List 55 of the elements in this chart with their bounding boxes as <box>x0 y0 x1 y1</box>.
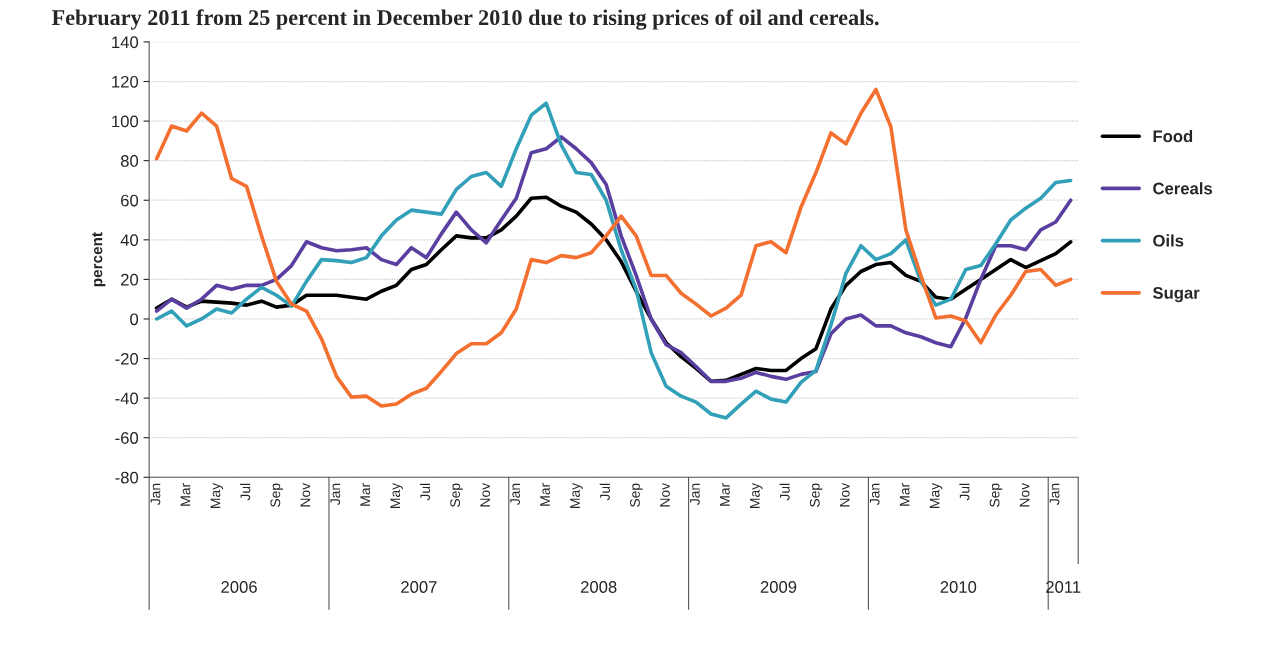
x-tick-label: May <box>210 482 224 508</box>
x-tick-label: Sep <box>270 483 283 507</box>
x-tick-label: Jan <box>869 483 880 506</box>
x-tick-label: Nov <box>660 482 670 507</box>
legend-label: Cereals <box>1153 182 1213 195</box>
x-tick-label: Jan <box>690 483 700 506</box>
text: 2008 <box>580 581 617 593</box>
legend-label: Oils <box>1153 234 1184 247</box>
x-tick-label: Jan <box>150 483 161 506</box>
legend-label: Sugar <box>1152 287 1200 303</box>
x-tick-label: Jan <box>510 483 520 506</box>
x-tick-label: May <box>750 482 763 508</box>
y-tick-label: -60 <box>115 432 139 444</box>
y-tick-label: 60 <box>121 194 139 207</box>
x-tick-label: Jul <box>419 483 431 501</box>
x-tick-label: Sep <box>809 483 823 507</box>
x-tick-label: Sep <box>450 483 463 507</box>
text: 2009 <box>760 581 797 593</box>
y-tick-label: 40 <box>120 234 139 247</box>
text: 2007 <box>401 581 437 593</box>
x-tick-label: May <box>570 482 583 508</box>
y-tick-label: -20 <box>115 352 139 365</box>
x-tick-label: May <box>929 482 943 508</box>
x-tick-label: Jul <box>959 483 970 501</box>
x-tick-label: Jul <box>599 483 610 501</box>
x-tick-label: Jul <box>240 483 251 501</box>
x-tick-label: Mar <box>540 483 550 506</box>
y-axis-title: percent <box>92 232 106 287</box>
x-tick-label: Nov <box>480 482 491 507</box>
x-tick-label: Mar <box>360 483 371 506</box>
x-tick-label: Mar <box>180 483 191 506</box>
y-tick-label: -40 <box>115 392 139 405</box>
line-series <box>154 135 1073 384</box>
x-tick-label: Nov <box>300 482 311 507</box>
x-tick-label: Mar <box>720 483 730 506</box>
legend-label: Food <box>1153 129 1193 143</box>
x-tick-label: May <box>390 482 403 508</box>
chart-title: February 2011 from 25 percent in December 2010 due to rising prices of oil and cereals. <box>51 9 879 30</box>
y-tick-label: 140 <box>112 36 139 49</box>
x-tick-label: Nov <box>839 482 850 507</box>
y-tick-label: 100 <box>112 115 139 128</box>
text: 2006 <box>221 581 257 593</box>
x-tick-label: Sep <box>989 483 1003 507</box>
y-tick-label: 20 <box>121 273 139 286</box>
x-tick-label: Jan <box>1049 483 1060 506</box>
x-tick-label: Jul <box>779 483 790 501</box>
y-tick-label: -80 <box>115 471 139 484</box>
x-tick-label: Sep <box>630 483 643 507</box>
x-tick-label: Jan <box>330 483 341 506</box>
y-tick-label: 0 <box>130 313 139 326</box>
x-tick-label: Mar <box>899 483 910 506</box>
y-tick-label: 120 <box>112 75 139 88</box>
y-tick-label: 80 <box>120 155 139 167</box>
text: 2010 <box>940 581 977 593</box>
x-tick-label: Nov <box>1019 482 1030 507</box>
